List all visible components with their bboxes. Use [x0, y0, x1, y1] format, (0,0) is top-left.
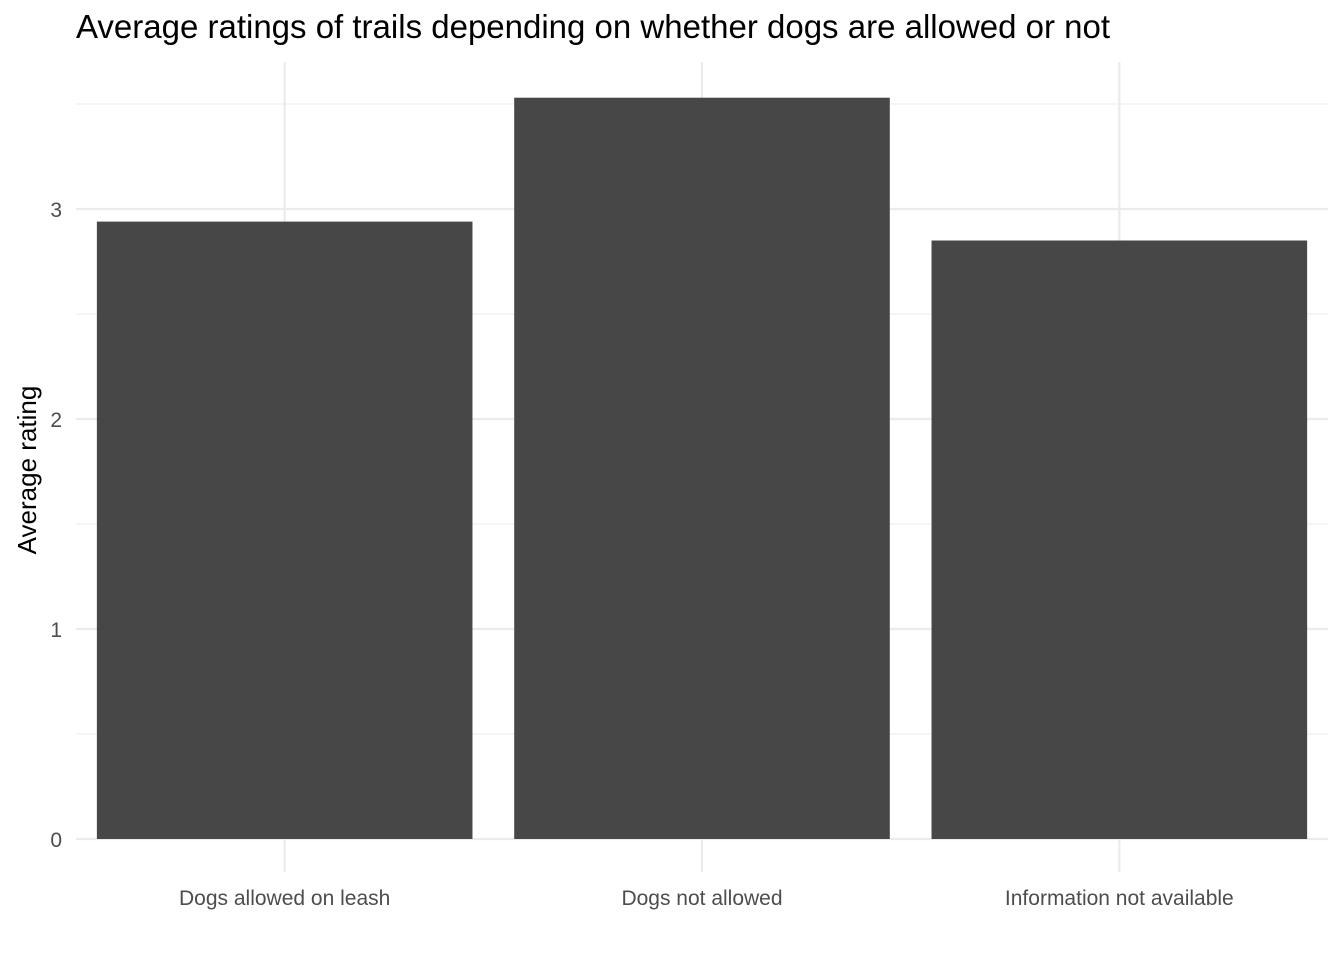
y-tick-label: 2 — [50, 409, 62, 432]
bar — [514, 97, 890, 839]
bar — [931, 240, 1308, 839]
y-tick-label: 3 — [50, 199, 62, 222]
y-tick-label: 1 — [50, 619, 62, 642]
chart-title: Average ratings of trails depending on w… — [76, 8, 1111, 45]
x-tick-label: Information not available — [1005, 887, 1234, 910]
bar — [96, 221, 473, 840]
y-axis-tick-labels: 0 1 2 3 — [50, 199, 62, 852]
y-tick-label: 0 — [50, 829, 62, 852]
bars — [96, 97, 1308, 840]
x-tick-label: Dogs not allowed — [621, 887, 782, 910]
x-tick-label: Dogs allowed on leash — [179, 887, 390, 910]
y-axis-label: Average rating — [12, 386, 42, 555]
x-axis-tick-labels: Dogs allowed on leash Dogs not allowed Inf… — [179, 887, 1234, 910]
